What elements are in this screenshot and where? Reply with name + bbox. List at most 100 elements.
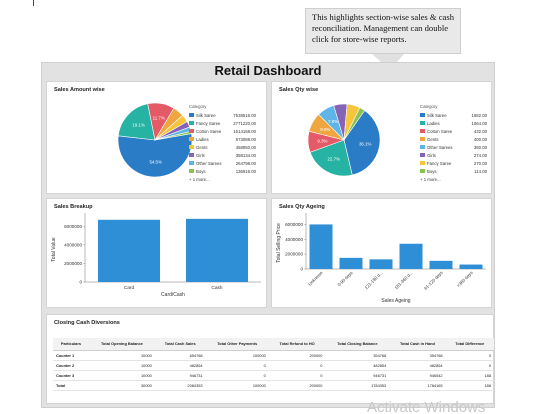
sales-qty-pie[interactable]: 36.1% 22.7% 9.3% 8.6% 7.8% bbox=[272, 82, 493, 195]
legend-value: 274.00 bbox=[473, 152, 487, 158]
table-cell: 354768 bbox=[325, 350, 390, 361]
legend-item[interactable]: Ladies 673088.00 bbox=[189, 135, 256, 143]
legend-swatch bbox=[189, 129, 194, 133]
legend-swatch bbox=[189, 137, 194, 141]
slice-label: 19.1% bbox=[132, 122, 145, 127]
legend-value: 360.00 bbox=[473, 144, 487, 150]
legend-more-link[interactable]: + 1 more... bbox=[420, 176, 441, 182]
column-header: Particulars bbox=[53, 338, 89, 351]
bar[interactable] bbox=[186, 218, 248, 282]
y-tick-label: 2000000 bbox=[64, 261, 82, 266]
legend-swatch bbox=[189, 161, 194, 165]
pie-slice[interactable] bbox=[343, 107, 366, 141]
legend-item[interactable]: Gents 400.00 bbox=[420, 135, 487, 143]
table-cell: 946731 bbox=[325, 370, 390, 381]
legend-item[interactable]: Silk Saree 1682.00 bbox=[420, 111, 487, 119]
bar[interactable] bbox=[309, 224, 333, 269]
legend-item[interactable]: Fancy Saree 270.00 bbox=[420, 159, 487, 167]
panel-title: Sales Qty Ageing bbox=[279, 204, 325, 210]
legend-item[interactable]: Girls 358134.00 bbox=[189, 151, 256, 159]
legend-item[interactable]: Cotton Saree 432.00 bbox=[420, 127, 487, 135]
bar[interactable] bbox=[429, 260, 453, 269]
bar[interactable] bbox=[459, 264, 483, 269]
legend-item[interactable]: Ladies 1064.00 bbox=[420, 119, 487, 127]
table-cell: 0 bbox=[268, 370, 326, 381]
y-tick-label: 0 bbox=[79, 280, 82, 285]
sales-breakup-chart[interactable]: 6000000 4000000 2000000 0 Card Cash Card/Cash T… bbox=[47, 199, 268, 309]
x-tick-label: 121-180 d... bbox=[364, 270, 384, 290]
x-tick-label: >360 days bbox=[456, 270, 475, 289]
legend-item[interactable]: Silk Saree 7538516.00 bbox=[189, 111, 256, 119]
legend-label: Other Sarees bbox=[427, 144, 453, 150]
legend-value: 358134.00 bbox=[235, 152, 256, 158]
legend-swatch bbox=[420, 121, 425, 125]
column-header: Total Other Payments bbox=[205, 338, 269, 351]
legend-item[interactable]: Gents 458950.00 bbox=[189, 143, 256, 151]
legend-label: Fancy Saree bbox=[196, 120, 221, 126]
window-edge-mark bbox=[33, 0, 34, 6]
y-axis-label: Total Selling Price bbox=[276, 223, 282, 263]
legend-item[interactable]: Boys 114.00 bbox=[420, 167, 487, 175]
legend-item[interactable]: Other Sarees 264798.00 bbox=[189, 159, 256, 167]
table-cell: 200000 bbox=[268, 350, 326, 361]
table-row[interactable]: Counter 3 10000 946731 0 0 946731 946542 188 bbox=[53, 370, 494, 381]
legend-item[interactable]: Boys 136916.00 bbox=[189, 167, 256, 175]
x-tick-label: 181-360 d... bbox=[394, 270, 414, 290]
table-cell: 100000 bbox=[205, 380, 269, 391]
legend-value: 264798.00 bbox=[235, 160, 256, 166]
legend-label: Cotton Saree bbox=[196, 128, 222, 134]
column-header: Total Cash in Hand bbox=[389, 338, 446, 351]
table-cell: 482854 bbox=[154, 360, 206, 371]
x-axis-label: Sales Ageing bbox=[381, 298, 410, 304]
sales-qty-panel[interactable]: Sales Qty wise 36.1% 22.7% 9.3% 8.6% 7.8% Ca… bbox=[271, 81, 492, 194]
table-cell: Counter 1 bbox=[53, 350, 89, 361]
sales-amount-panel[interactable]: Sales Amount wise 54.5% 19.1% 11.7% Catego… bbox=[46, 81, 267, 194]
pie-slice[interactable] bbox=[343, 110, 381, 176]
sales-amount-legend: Category Silk Saree 7538516.00 Fancy Saree 2… bbox=[189, 104, 256, 183]
sales-amount-pie[interactable]: 54.5% 19.1% 11.7% bbox=[47, 82, 268, 195]
legend-label: Boys bbox=[427, 168, 437, 174]
bar[interactable] bbox=[98, 219, 160, 282]
legend-item[interactable]: Girls 274.00 bbox=[420, 151, 487, 159]
bar[interactable] bbox=[399, 243, 423, 269]
legend-value: 1682.00 bbox=[471, 112, 487, 118]
legend-swatch bbox=[189, 121, 194, 125]
table-cell: 0 bbox=[445, 360, 494, 371]
table-header-row: Particulars Total Opening Balance Total Ca… bbox=[53, 338, 494, 351]
legend-item[interactable]: Cotton Saree 1614168.00 bbox=[189, 127, 256, 135]
table-row[interactable]: Total 30000 2084353 100000 200000 1784353 1784… bbox=[53, 380, 494, 391]
sales-qty-ageing-chart[interactable]: 6000000 4000000 2000000 0 Unknown 0-90 days 12… bbox=[272, 199, 493, 309]
table-cell: 0 bbox=[268, 360, 326, 371]
legend-value: 270.00 bbox=[473, 160, 487, 166]
y-tick-label: 4000000 bbox=[285, 237, 303, 242]
info-callout: This highlights section-wise sales & cas… bbox=[305, 8, 461, 54]
legend-value: 1064.00 bbox=[471, 120, 487, 126]
legend-label: Gents bbox=[196, 144, 208, 150]
x-tick-label: Cash bbox=[211, 285, 223, 291]
table-row[interactable]: Counter 2 10000 482854 0 0 482854 482854 0 bbox=[53, 360, 494, 371]
table-cell: 0 bbox=[205, 370, 269, 381]
table-row[interactable]: Counter 1 10000 654768 100000 200000 354768 35… bbox=[53, 350, 494, 361]
legend-item[interactable]: Other Sarees 360.00 bbox=[420, 143, 487, 151]
y-tick-label: 6000000 bbox=[285, 222, 303, 227]
bar[interactable] bbox=[339, 257, 363, 269]
sales-qty-ageing-panel[interactable]: Sales Qty Ageing 6000000 4000000 2000000 0 U… bbox=[271, 198, 492, 308]
sales-breakup-panel[interactable]: Sales Breakup 6000000 4000000 2000000 0 Card… bbox=[46, 198, 267, 308]
legend-swatch bbox=[189, 145, 194, 149]
table-cell: 1784165 bbox=[389, 380, 446, 391]
legend-swatch bbox=[420, 161, 425, 165]
retail-dashboard: Retail Dashboard Sales Amount wise 54.5%… bbox=[41, 62, 495, 408]
table-cell: 200000 bbox=[268, 380, 326, 391]
bar[interactable] bbox=[369, 259, 393, 269]
legend-swatch bbox=[189, 113, 194, 117]
pie-slice[interactable] bbox=[117, 103, 156, 141]
legend-more-link[interactable]: + 1 more... bbox=[189, 176, 210, 182]
pie-slice[interactable] bbox=[309, 139, 353, 177]
slice-label: 8.6% bbox=[320, 127, 330, 132]
column-header: Total Cash Sales bbox=[154, 338, 206, 351]
x-axis-label: Card/Cash bbox=[161, 292, 185, 298]
slice-label: 36.1% bbox=[359, 142, 372, 147]
legend-item[interactable]: Fancy Saree 2771220.00 bbox=[189, 119, 256, 127]
table-cell: 10000 bbox=[88, 360, 155, 371]
y-tick-label: 6000000 bbox=[64, 224, 82, 229]
